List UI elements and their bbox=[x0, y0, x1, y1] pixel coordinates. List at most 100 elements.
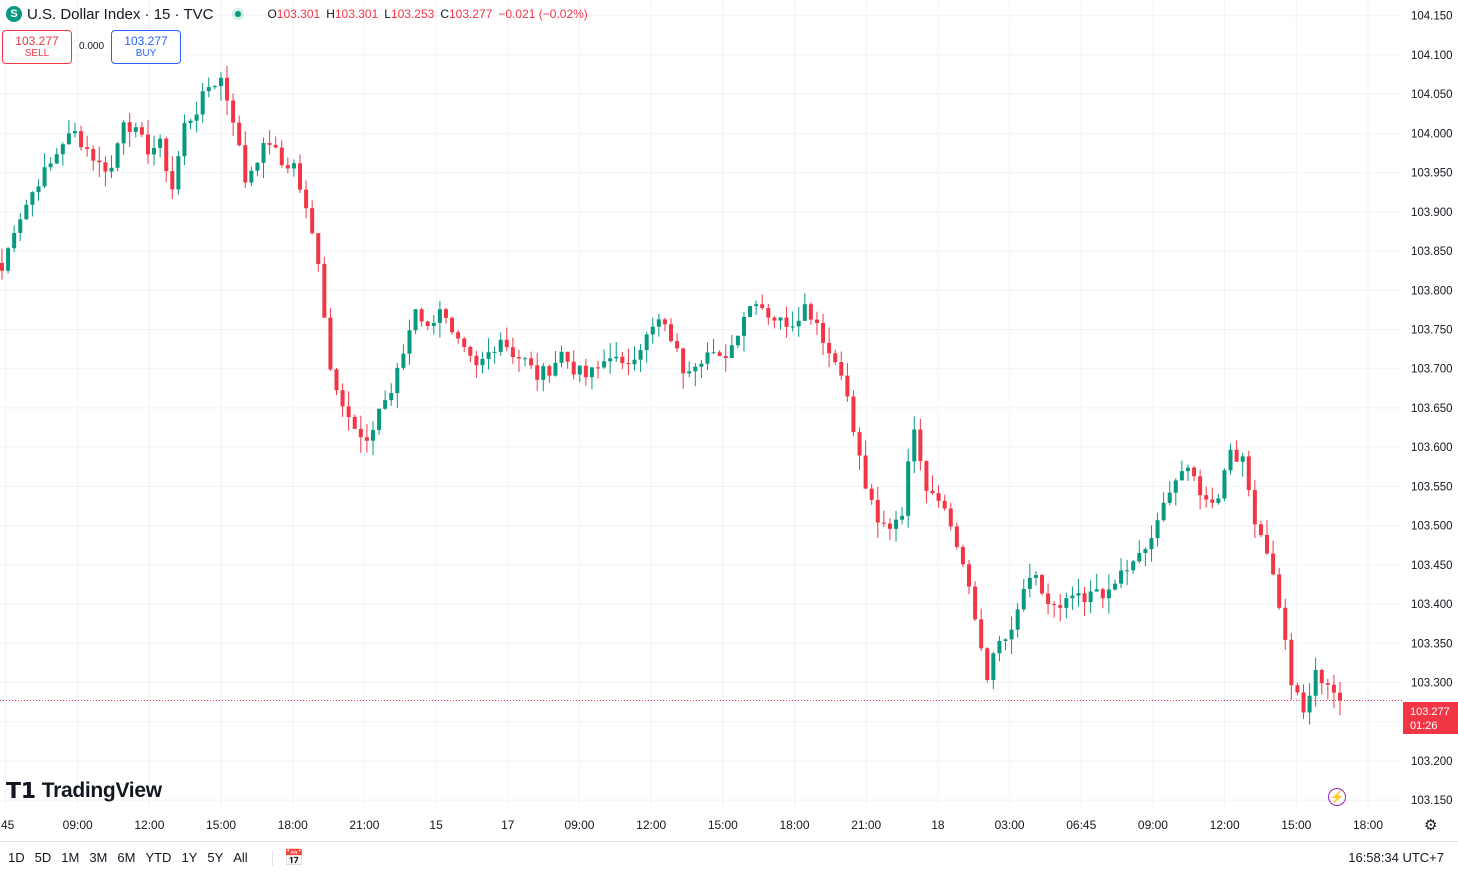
candle-body bbox=[1143, 549, 1148, 553]
candle-body bbox=[875, 499, 880, 523]
candle-body bbox=[936, 493, 941, 501]
candle-body bbox=[1265, 535, 1270, 554]
x-tick-label: 18:00 bbox=[1353, 818, 1383, 832]
range-all-button[interactable]: All bbox=[233, 850, 248, 865]
candle-body bbox=[1167, 492, 1172, 503]
candle-body bbox=[30, 192, 35, 205]
range-3m-button[interactable]: 3M bbox=[89, 850, 108, 865]
candle-body bbox=[115, 143, 120, 168]
candle-body bbox=[1338, 692, 1342, 701]
candle-body bbox=[273, 144, 278, 148]
candle-body bbox=[912, 429, 917, 462]
sell-button[interactable]: 103.277 SELL bbox=[2, 30, 72, 64]
ohlc-values: O103.301 H103.301 L103.253 C103.277 −0.0… bbox=[267, 7, 587, 21]
candle-body bbox=[1070, 595, 1075, 599]
candle-body bbox=[1039, 575, 1044, 594]
range-5y-button[interactable]: 5Y bbox=[207, 850, 224, 865]
candle-body bbox=[1088, 591, 1093, 603]
candle-body bbox=[614, 356, 619, 359]
buy-label: BUY bbox=[135, 48, 157, 59]
x-tick-label: 18:00 bbox=[278, 818, 308, 832]
candle-body bbox=[589, 367, 594, 378]
candle-body bbox=[24, 204, 29, 220]
x-tick-label: 17 bbox=[501, 818, 515, 832]
candle-body bbox=[960, 546, 965, 565]
price-axis[interactable]: 103.150103.200103.250103.300103.350103.4… bbox=[1411, 11, 1453, 807]
range-1y-button[interactable]: 1Y bbox=[181, 850, 198, 865]
candle-body bbox=[66, 133, 71, 145]
candle-body bbox=[1064, 598, 1069, 608]
lightning-icon[interactable]: ⚡ bbox=[1328, 788, 1346, 806]
time-axis[interactable]: :45 09:00 12:00 15:00 18:00 21:00 15 17 09:00 12:… bbox=[0, 818, 1383, 832]
x-tick-label: 21:00 bbox=[349, 818, 379, 832]
tradingview-logo[interactable]: 𝗧𝟭 TradingView bbox=[6, 778, 162, 804]
candle-body bbox=[145, 134, 150, 155]
clock-timezone[interactable]: 16:58:34 UTC+7 bbox=[1348, 850, 1444, 865]
candle-body bbox=[997, 640, 1002, 654]
candle-body bbox=[571, 361, 576, 375]
candle-body bbox=[1033, 575, 1038, 578]
y-tick-label: 103.800 bbox=[1411, 285, 1453, 297]
candle-body bbox=[1131, 561, 1136, 571]
candle-body bbox=[109, 167, 114, 172]
range-buttons: 1D 5D 1M 3M 6M YTD 1Y 5Y All bbox=[8, 850, 258, 865]
candle-body bbox=[778, 317, 783, 321]
candle-body bbox=[443, 309, 448, 318]
x-tick-label: 18:00 bbox=[780, 818, 810, 832]
candle-body bbox=[711, 352, 716, 354]
candle-body bbox=[918, 429, 923, 462]
candle-body bbox=[851, 396, 856, 433]
candle-body bbox=[450, 317, 455, 333]
candle-body bbox=[699, 363, 704, 367]
range-5d-button[interactable]: 5D bbox=[34, 850, 52, 865]
sell-label: SELL bbox=[24, 48, 50, 59]
symbol-title[interactable]: U.S. Dollar Index · 15 · TVC bbox=[27, 5, 214, 23]
candle-body bbox=[370, 430, 375, 441]
candle-body bbox=[1277, 574, 1282, 608]
logo-text: TradingView bbox=[41, 779, 162, 802]
symbol-logo-icon[interactable]: S bbox=[6, 6, 22, 22]
y-tick-label: 103.900 bbox=[1411, 207, 1453, 219]
settings-gear-icon[interactable]: ⚙ bbox=[1424, 817, 1438, 834]
candle-body bbox=[1331, 684, 1336, 693]
buy-button[interactable]: 103.277 BUY bbox=[111, 30, 181, 64]
candle-body bbox=[602, 361, 607, 368]
candle-body bbox=[596, 367, 601, 369]
candle-body bbox=[218, 77, 223, 87]
candle-body bbox=[802, 304, 807, 321]
x-tick-label: 12:00 bbox=[134, 818, 164, 832]
candle-body bbox=[340, 390, 345, 407]
candle-body bbox=[285, 165, 290, 169]
close-label: C bbox=[440, 7, 449, 21]
bottom-toolbar: 1D 5D 1M 3M 6M YTD 1Y 5Y All 📅 16:58:34 … bbox=[0, 841, 1458, 873]
range-6m-button[interactable]: 6M bbox=[117, 850, 136, 865]
candle-body bbox=[638, 350, 643, 360]
market-status-icon[interactable] bbox=[235, 11, 242, 17]
range-1d-button[interactable]: 1D bbox=[8, 850, 25, 865]
change-value: −0.021 (−0.02%) bbox=[498, 7, 588, 21]
range-ytd-button[interactable]: YTD bbox=[145, 850, 172, 865]
range-1m-button[interactable]: 1M bbox=[61, 850, 80, 865]
candle-body bbox=[158, 138, 163, 148]
x-tick-label: 21:00 bbox=[851, 818, 881, 832]
candle-body bbox=[1301, 692, 1306, 713]
candle-body bbox=[687, 371, 692, 374]
calendar-goto-icon[interactable]: 📅 bbox=[284, 850, 304, 867]
candle-body bbox=[669, 324, 673, 342]
candle-body bbox=[425, 321, 430, 327]
candle-body bbox=[784, 317, 789, 327]
candle-body bbox=[1082, 593, 1087, 603]
candle-body bbox=[991, 653, 996, 681]
y-tick-label: 103.750 bbox=[1411, 324, 1453, 336]
candle-body bbox=[504, 339, 509, 348]
candle-body bbox=[12, 232, 17, 249]
candle-body bbox=[322, 264, 327, 318]
candle-body bbox=[468, 346, 473, 356]
candle-body bbox=[36, 186, 41, 193]
candle-body bbox=[906, 461, 911, 516]
candle-body bbox=[760, 304, 765, 308]
grid-lines bbox=[0, 0, 1400, 808]
candle-body bbox=[1125, 570, 1130, 572]
high-label: H bbox=[326, 7, 335, 21]
